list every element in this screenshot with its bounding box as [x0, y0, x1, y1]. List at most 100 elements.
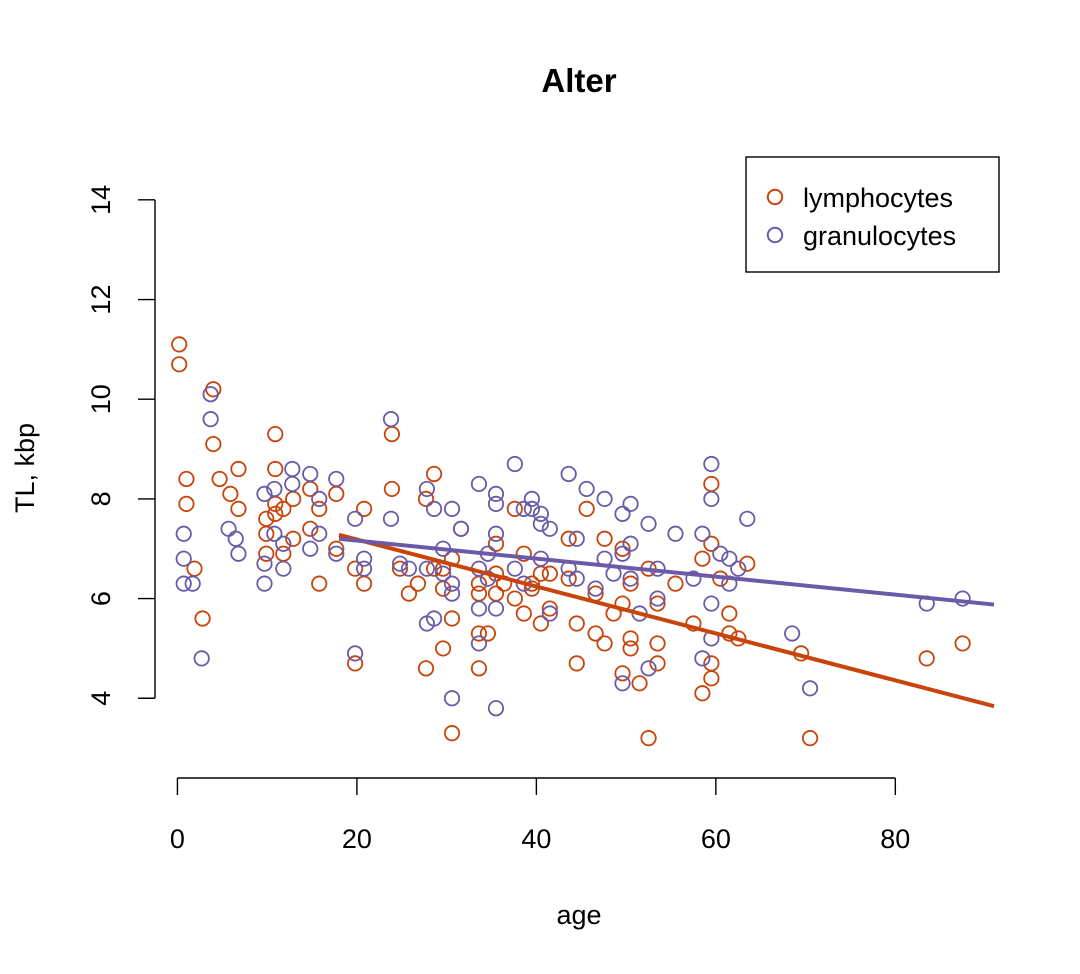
point-lymphocytes [417, 660, 435, 677]
point-granulocytes [425, 500, 443, 517]
point-granulocytes [587, 580, 604, 597]
point-lymphocytes [703, 535, 720, 552]
point-granulocytes [614, 675, 631, 692]
point-lymphocytes [568, 615, 585, 632]
y-tick-label: 6 [86, 591, 116, 606]
y-tick-label: 8 [86, 491, 116, 506]
x-tick-label: 60 [701, 824, 731, 854]
point-lymphocytes [171, 356, 188, 373]
point-granulocytes [443, 585, 461, 602]
point-granulocytes [541, 605, 558, 622]
point-granulocytes [614, 505, 631, 522]
point-lymphocytes [205, 435, 222, 453]
point-granulocytes [541, 520, 558, 537]
point-lymphocytes [622, 640, 639, 657]
point-granulocytes [266, 480, 283, 498]
point-lymphocytes [614, 665, 631, 682]
point-granulocytes [256, 575, 273, 592]
point-granulocytes [712, 545, 729, 562]
point-granulocytes [175, 525, 192, 542]
point-granulocytes [470, 635, 488, 652]
legend-entry-granulocytes: granulocytes [766, 221, 956, 251]
point-lymphocytes [631, 675, 648, 692]
point-granulocytes [275, 535, 292, 552]
point-lymphocytes [285, 530, 302, 547]
point-granulocytes [382, 510, 400, 527]
point-lymphocytes [347, 560, 364, 577]
point-granulocytes [703, 490, 720, 507]
point-lymphocytes [328, 540, 345, 557]
point-lymphocytes [560, 570, 577, 587]
point-lymphocytes [171, 336, 188, 353]
point-granulocytes [400, 560, 418, 577]
point-granulocytes [418, 480, 435, 498]
point-lymphocytes [355, 500, 373, 517]
legend: lymphocytes granulocytes [745, 156, 1000, 273]
point-lymphocytes [194, 610, 211, 627]
point-granulocytes [506, 455, 523, 473]
point-lymphocytes [285, 490, 302, 507]
point-granulocytes [256, 485, 273, 503]
legend-marker-lymphocytes [766, 188, 784, 206]
point-granulocytes [256, 555, 273, 572]
point-lymphocytes [532, 615, 549, 632]
point-granulocytes [954, 590, 971, 607]
point-lymphocytes [560, 530, 577, 547]
point-lymphocytes [622, 575, 639, 592]
y-axis: 4 6 8 10 12 14 [86, 185, 156, 706]
point-granulocytes [532, 505, 549, 522]
point-granulocytes [649, 590, 666, 607]
point-lymphocytes [400, 585, 418, 602]
point-granulocytes [311, 525, 328, 542]
point-lymphocytes [694, 550, 711, 567]
point-lymphocytes [347, 655, 364, 672]
point-granulocytes [667, 525, 684, 542]
point-granulocytes [452, 520, 470, 537]
point-granulocytes [443, 500, 461, 517]
point-granulocytes [523, 490, 540, 507]
legend-label-granulocytes: granulocytes [803, 221, 956, 251]
point-lymphocytes [434, 640, 452, 657]
point-lymphocytes [801, 730, 819, 747]
point-granulocytes [784, 625, 801, 642]
point-lymphocytes [178, 470, 195, 488]
point-lymphocytes [311, 575, 328, 592]
point-granulocytes [487, 700, 505, 717]
point-granulocytes [596, 490, 613, 507]
point-lymphocytes [578, 500, 595, 517]
point-granulocytes [487, 495, 505, 512]
point-granulocytes [434, 565, 452, 582]
point-granulocytes [614, 545, 631, 562]
point-granulocytes [568, 530, 585, 547]
point-granulocytes [739, 510, 756, 527]
point-lymphocytes [487, 535, 505, 552]
point-granulocytes [730, 560, 747, 577]
point-granulocytes [382, 411, 400, 428]
point-granulocytes [694, 650, 711, 667]
x-axis-label: age [556, 900, 601, 930]
point-lymphocytes [568, 655, 585, 672]
point-lymphocytes [311, 500, 328, 517]
point-granulocytes [443, 575, 461, 592]
point-lymphocytes [587, 625, 604, 642]
point-lymphocytes [596, 635, 613, 652]
x-tick-label: 40 [521, 824, 551, 854]
point-lymphocytes [443, 725, 461, 742]
legend-box [745, 156, 1000, 273]
point-granulocytes [640, 515, 657, 532]
point-lymphocytes [302, 520, 319, 537]
y-tick-label: 10 [86, 384, 116, 414]
point-granulocytes [425, 610, 443, 627]
point-lymphocytes [487, 585, 505, 602]
point-granulocytes [266, 525, 283, 542]
trendline-granulocytes [338, 536, 995, 607]
point-granulocytes [622, 495, 639, 512]
point-lymphocytes [417, 490, 435, 507]
point-lymphocytes [328, 485, 345, 503]
point-granulocytes [622, 535, 639, 552]
point-lymphocytes [667, 575, 684, 592]
point-granulocytes [284, 475, 301, 493]
point-lymphocytes [694, 685, 711, 702]
point-lymphocytes [470, 625, 488, 642]
